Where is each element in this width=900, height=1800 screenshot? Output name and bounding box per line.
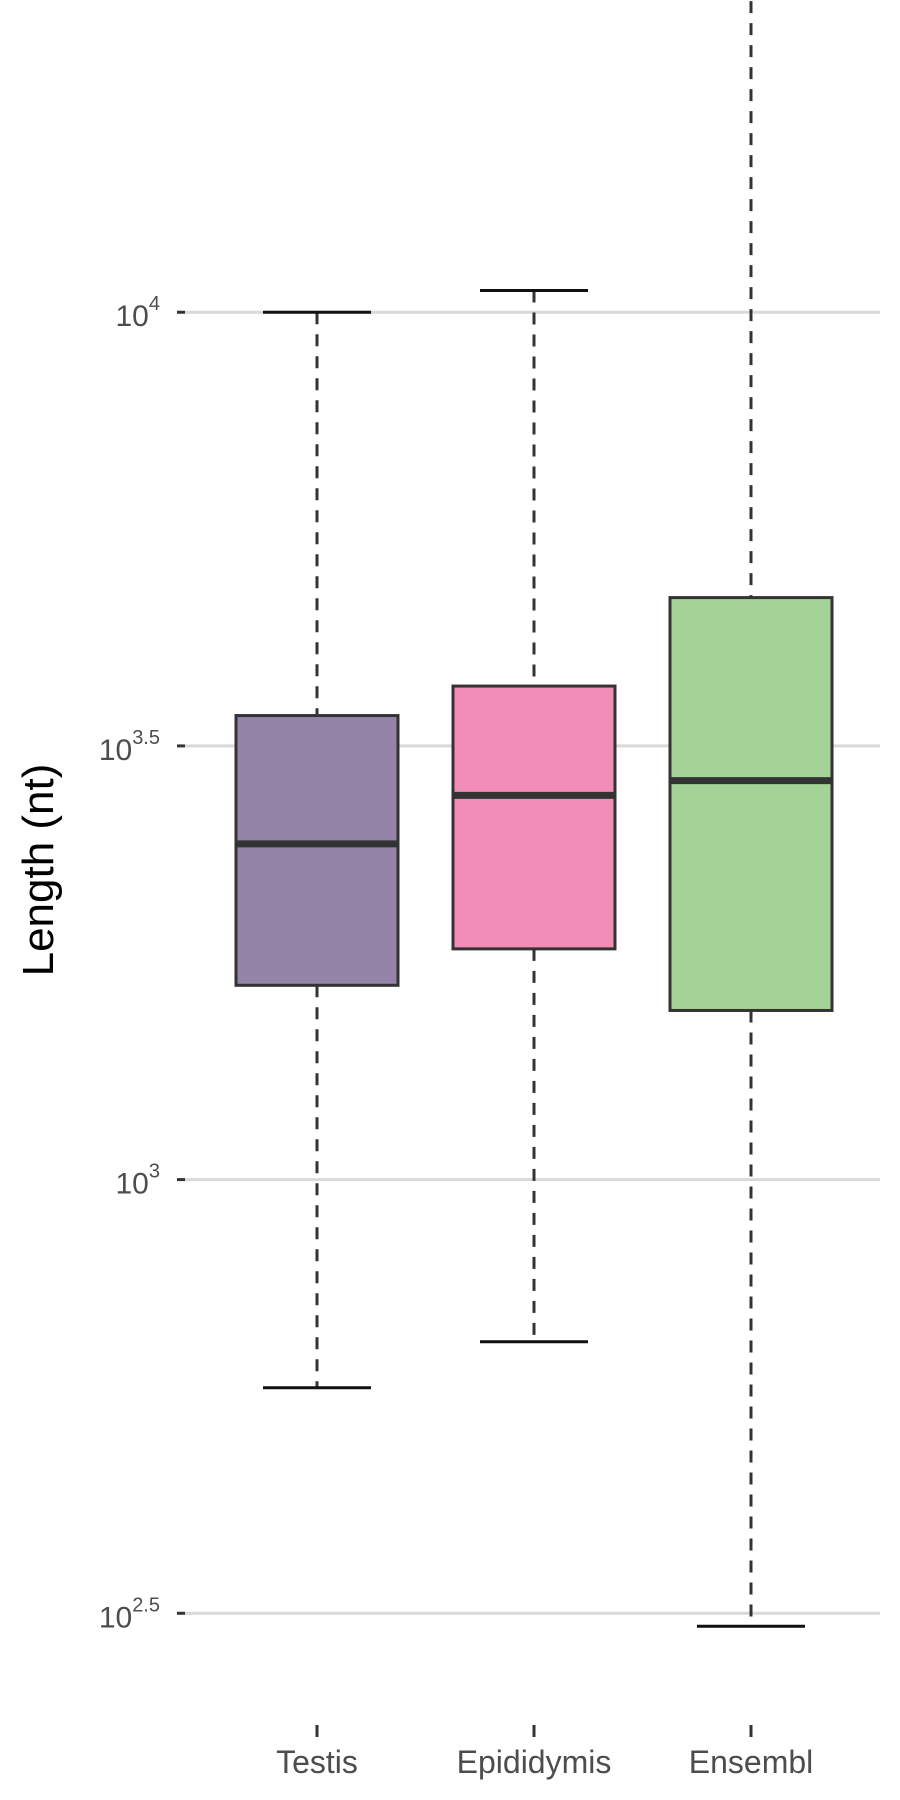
y-tick-label: 103 (116, 1161, 161, 1201)
y-tick-base: 10 (116, 1168, 149, 1201)
x-tick-label: Epididymis (457, 1744, 612, 1780)
iqr-box (234, 714, 400, 987)
y-tick-base: 10 (99, 1601, 132, 1634)
y-tick-exponent: 4 (149, 293, 160, 315)
box-testis (234, 310, 400, 1390)
boxes (234, 0, 834, 1628)
x-tick-label: Testis (276, 1744, 358, 1780)
y-tick-exponent: 3 (149, 1161, 160, 1183)
y-tick-label: 102.5 (99, 1594, 160, 1634)
y-tick-exponent: 2.5 (132, 1594, 160, 1616)
y-tick-label: 104 (116, 293, 161, 333)
y-tick-base: 10 (116, 300, 149, 333)
y-tick-exponent: 3.5 (132, 727, 160, 749)
iqr-box (668, 596, 834, 1012)
iqr-box (451, 684, 617, 951)
y-tick-label: 103.5 (99, 727, 160, 767)
box-ensembl (668, 0, 834, 1628)
x-tick-label: Ensembl (689, 1744, 814, 1780)
x-axis: Testis Epididymis Ensembl (276, 1725, 813, 1780)
y-tick-base: 10 (99, 734, 132, 767)
y-axis-label: Length (nt) (14, 764, 63, 977)
box-epididymis (451, 289, 617, 1344)
